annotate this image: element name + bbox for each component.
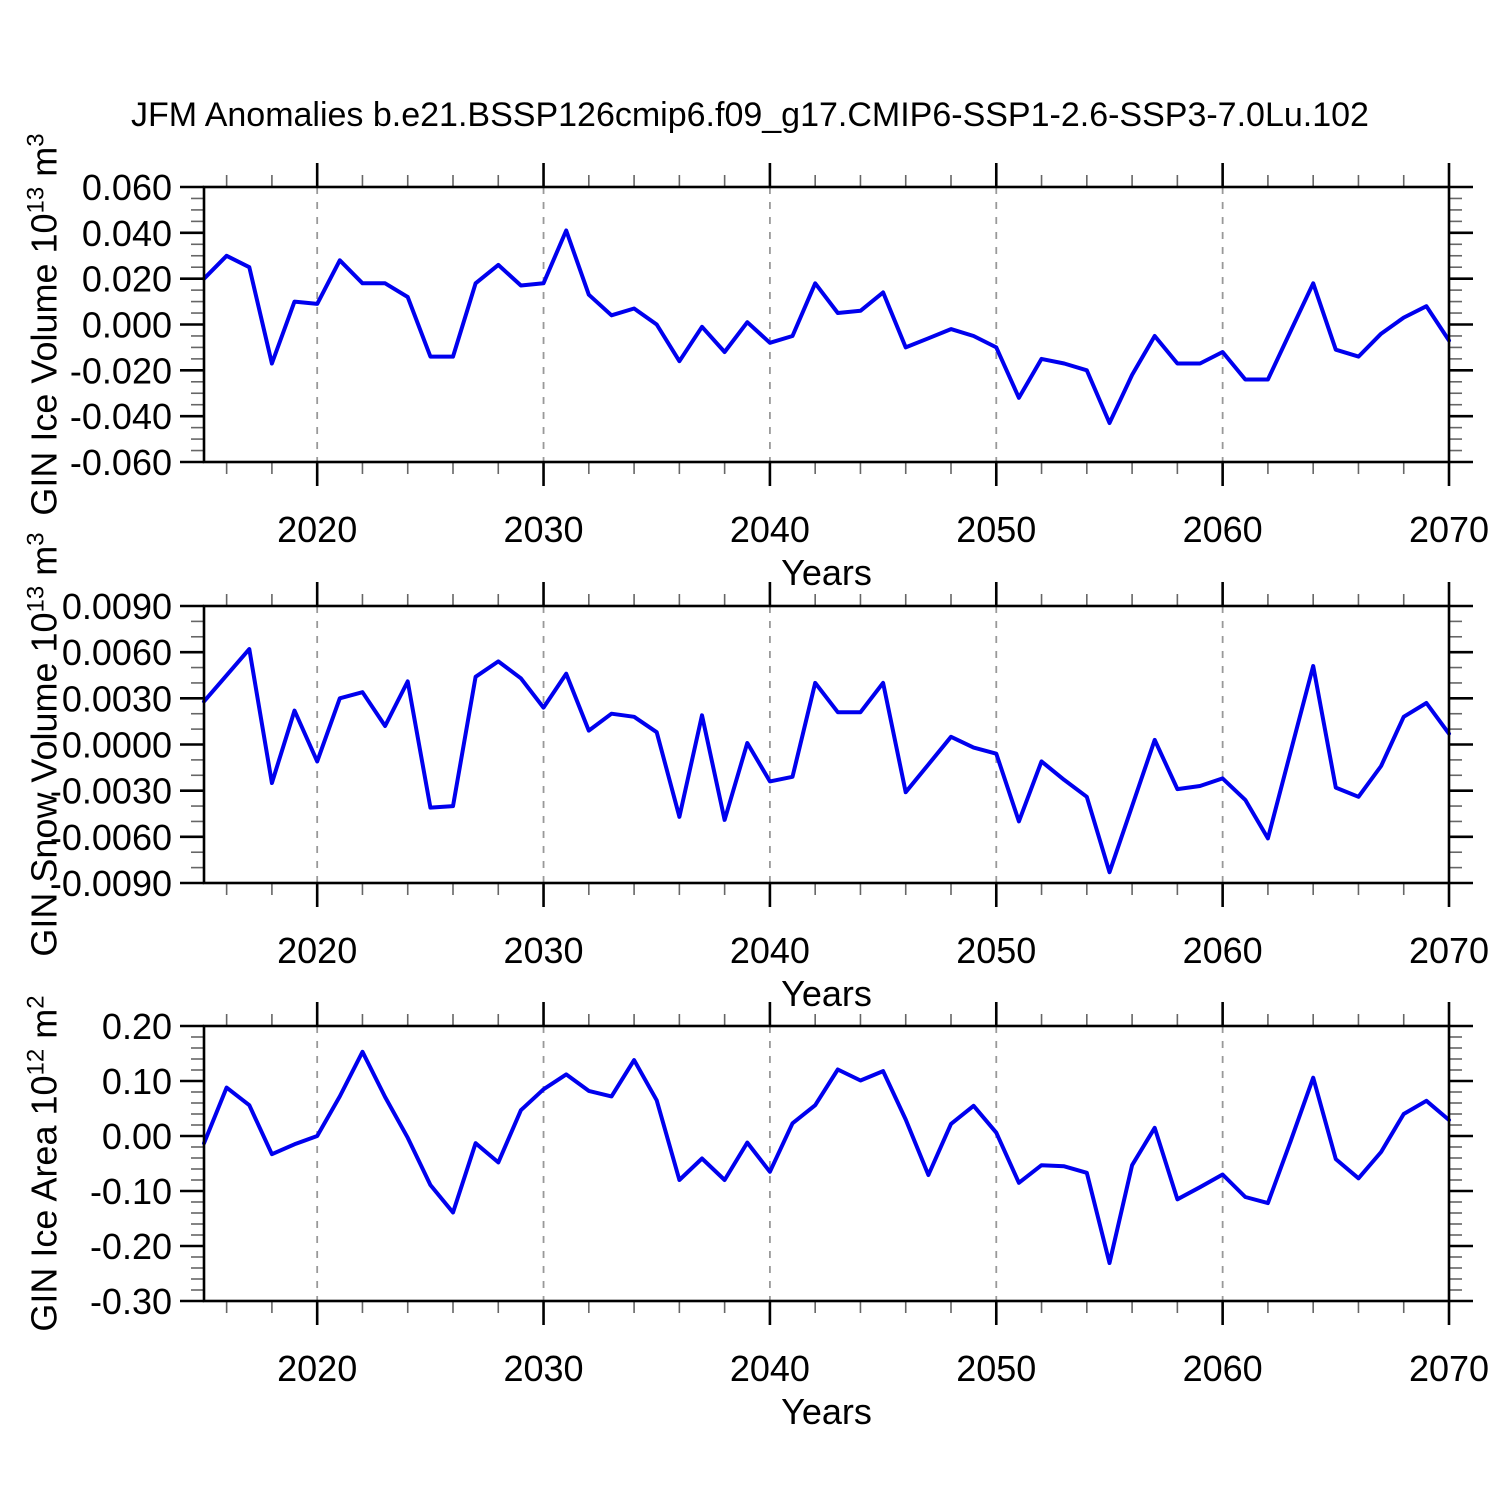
superscript: 13 bbox=[22, 585, 50, 613]
y-tick-label: -0.020 bbox=[70, 350, 172, 391]
x-tick-label: 2050 bbox=[956, 509, 1036, 550]
y-tick-label: 0.020 bbox=[82, 259, 172, 300]
superscript: 3 bbox=[22, 133, 50, 147]
x-tick-label: 2030 bbox=[503, 1348, 583, 1389]
y-tick-label: 0.0000 bbox=[62, 725, 172, 766]
x-tick-label: 2070 bbox=[1409, 509, 1489, 550]
y-tick-label: -0.0060 bbox=[50, 817, 172, 858]
x-tick-label: 2050 bbox=[956, 930, 1036, 971]
y-tick-label: -0.30 bbox=[90, 1281, 172, 1322]
panel-frame bbox=[202, 185, 1451, 464]
x-axis-title: Years bbox=[781, 973, 872, 1014]
superscript: 2 bbox=[22, 995, 50, 1009]
x-tick-label: 2040 bbox=[730, 1348, 810, 1389]
y-axis-title-snow-volume: GIN Snow Volume 1013 m3 bbox=[22, 532, 65, 957]
y-tick-label: 0.040 bbox=[82, 213, 172, 254]
data-line-gin-snow-volume bbox=[202, 647, 1451, 875]
y-tick-label: 0.0090 bbox=[62, 586, 172, 627]
y-tick-label: 0.000 bbox=[82, 305, 172, 346]
x-tick-label: 2070 bbox=[1409, 930, 1489, 971]
y-tick-label: -0.10 bbox=[90, 1171, 172, 1212]
y-tick-label: -0.0030 bbox=[50, 771, 172, 812]
data-line-gin-ice-volume bbox=[202, 228, 1451, 425]
y-axis-title-ice-area: GIN Ice Area 1012 m2 bbox=[22, 995, 65, 1332]
y-tick-label: -0.20 bbox=[90, 1226, 172, 1267]
y-tick-label: -0.060 bbox=[70, 442, 172, 483]
x-axis-title: Years bbox=[781, 1391, 872, 1432]
y-tick-label: -0.0090 bbox=[50, 863, 172, 904]
y-axis-title-ice-volume: GIN Ice Volume 1013 m3 bbox=[22, 133, 65, 516]
x-tick-label: 2060 bbox=[1183, 930, 1263, 971]
superscript: 3 bbox=[22, 532, 50, 546]
y-tick-label: 0.0060 bbox=[62, 632, 172, 673]
x-tick-label: 2040 bbox=[730, 930, 810, 971]
figure-title: JFM Anomalies b.e21.BSSP126cmip6.f09_g17… bbox=[131, 96, 1369, 134]
x-axis-title: Years bbox=[781, 552, 872, 593]
panel-frame bbox=[202, 604, 1451, 885]
panel-frame bbox=[202, 1024, 1451, 1303]
x-tick-label: 2060 bbox=[1183, 509, 1263, 550]
y-tick-label: 0.20 bbox=[102, 1006, 172, 1047]
superscript: 12 bbox=[22, 1048, 50, 1076]
y-tick-label: -0.040 bbox=[70, 396, 172, 437]
y-tick-label: 0.10 bbox=[102, 1061, 172, 1102]
x-tick-label: 2040 bbox=[730, 509, 810, 550]
y-tick-label: 0.00 bbox=[102, 1116, 172, 1157]
x-tick-label: 2020 bbox=[277, 930, 357, 971]
panel-gin-ice-volume: 0.060 0.040 0.020 0.000-0.020 -0.040 -0.060 20… bbox=[70, 163, 1489, 593]
data-line-gin-ice-area bbox=[202, 1049, 1451, 1265]
panel-gin-snow-volume: 0.0090 0.0060 0.0030 0.0000 -0.0030 -0.0060 -0… bbox=[50, 582, 1489, 1014]
x-tick-label: 2030 bbox=[503, 930, 583, 971]
panel-gin-ice-area: 0.20 0.10 0.00 -0.10 -0.20 -0.30 2020 2030 2040 2… bbox=[90, 1002, 1489, 1432]
x-tick-label: 2020 bbox=[277, 509, 357, 550]
y-tick-label: 0.060 bbox=[82, 167, 172, 208]
x-tick-label: 2030 bbox=[503, 509, 583, 550]
y-tick-label: 0.0030 bbox=[62, 678, 172, 719]
x-tick-label: 2070 bbox=[1409, 1348, 1489, 1389]
superscript: 13 bbox=[22, 186, 50, 214]
x-tick-label: 2050 bbox=[956, 1348, 1036, 1389]
x-tick-label: 2060 bbox=[1183, 1348, 1263, 1389]
x-tick-label: 2020 bbox=[277, 1348, 357, 1389]
